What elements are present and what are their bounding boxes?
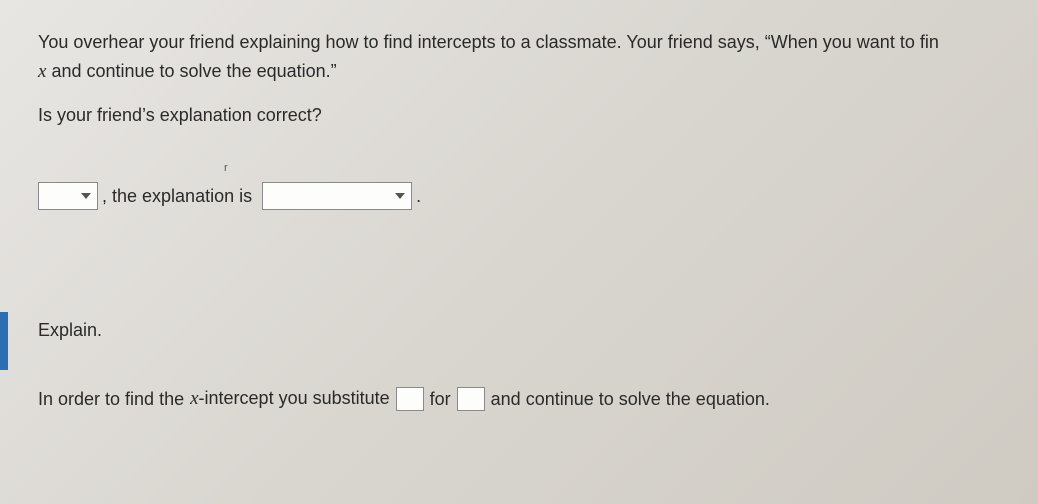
answer-row: , the explanation is . xyxy=(38,182,1038,210)
chevron-down-icon xyxy=(81,193,91,199)
explain-text-a: In order to find the xyxy=(38,389,184,410)
answer-period: . xyxy=(416,186,421,207)
question-panel: You overhear your friend explaining how … xyxy=(0,0,1038,411)
explain-heading: Explain. xyxy=(38,320,1038,341)
problem-statement: You overhear your friend explaining how … xyxy=(38,28,1038,87)
explain-for-text: for xyxy=(430,389,451,410)
side-accent-tab xyxy=(0,312,8,370)
chevron-down-icon xyxy=(395,193,405,199)
answer-reason-dropdown[interactable] xyxy=(262,182,412,210)
explain-variable-x: x xyxy=(190,388,198,409)
stray-mark: r xyxy=(224,162,228,174)
prompt-question: Is your friend’s explanation correct? xyxy=(38,105,1038,126)
explain-text-c: and continue to solve the equation. xyxy=(491,389,770,410)
answer-mid-text: , the explanation is xyxy=(102,186,252,207)
substitute-value-input[interactable] xyxy=(396,387,424,411)
problem-line1: You overhear your friend explaining how … xyxy=(38,32,939,52)
explain-var-wrap: x-intercept you substitute xyxy=(190,388,390,410)
explain-text-b: -intercept you substitute xyxy=(199,388,390,408)
problem-line2: and continue to solve the equation.” xyxy=(46,61,336,81)
answer-yesno-dropdown[interactable] xyxy=(38,182,98,210)
substitute-for-input[interactable] xyxy=(457,387,485,411)
explain-sentence: In order to find the x-intercept you sub… xyxy=(38,387,1038,411)
